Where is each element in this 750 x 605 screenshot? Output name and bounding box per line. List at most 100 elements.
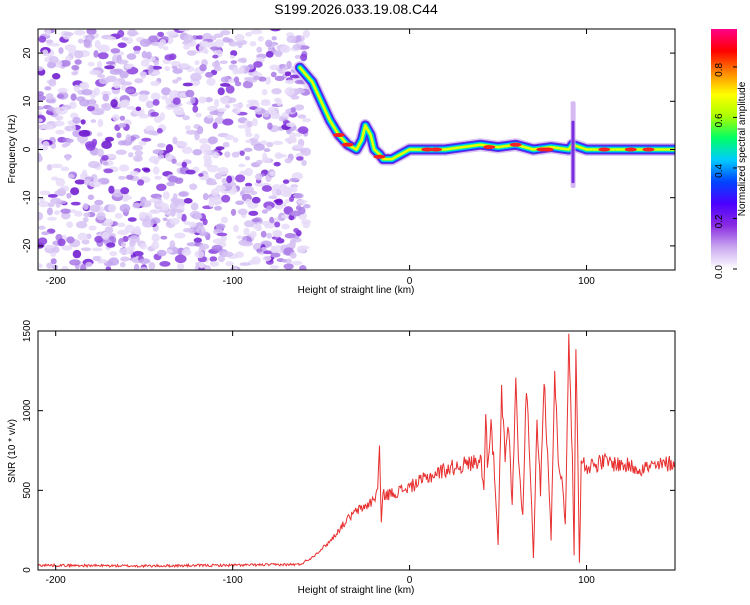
noise-blob bbox=[213, 98, 220, 108]
noise-blob bbox=[74, 210, 83, 217]
noise-blob bbox=[237, 124, 249, 129]
noise-blob bbox=[161, 95, 168, 100]
noise-blob bbox=[51, 163, 63, 169]
noise-blob bbox=[96, 212, 106, 221]
ridge-hotspot bbox=[541, 147, 554, 152]
noise-blob bbox=[239, 150, 245, 156]
noise-blob bbox=[38, 91, 44, 97]
noise-blob bbox=[239, 57, 248, 64]
noise-blob bbox=[165, 153, 173, 161]
spectrogram-y-ticks: 20 10 0 -10 -20 bbox=[22, 47, 675, 253]
noise-blob bbox=[102, 93, 110, 102]
noise-blob bbox=[267, 122, 273, 130]
noise-blob bbox=[121, 36, 129, 41]
noise-blob bbox=[186, 50, 197, 56]
noise-blob bbox=[127, 31, 139, 36]
noise-blob bbox=[189, 96, 196, 104]
noise-blob bbox=[139, 266, 149, 270]
noise-blob bbox=[126, 53, 137, 60]
noise-blob bbox=[272, 140, 284, 146]
colorbar-tick-label: 0.4 bbox=[714, 164, 725, 178]
noise-blob bbox=[87, 61, 95, 67]
noise-blob bbox=[74, 179, 86, 185]
noise-blob bbox=[79, 82, 87, 89]
noise-blob bbox=[89, 180, 101, 188]
noise-blob bbox=[220, 216, 229, 224]
noise-blob bbox=[220, 30, 231, 36]
noise-blob bbox=[225, 85, 235, 94]
noise-blob bbox=[195, 112, 202, 118]
noise-blob bbox=[59, 60, 71, 67]
noise-blob bbox=[182, 228, 194, 233]
noise-blob bbox=[164, 54, 175, 61]
x-tick-label: -100 bbox=[223, 276, 243, 287]
noise-blob bbox=[198, 96, 207, 104]
noise-blob bbox=[42, 123, 55, 130]
noise-blob bbox=[55, 178, 66, 187]
colorbar-ticks: 0.0 0.2 0.4 0.6 0.8 bbox=[714, 63, 737, 279]
noise-blob bbox=[261, 209, 268, 214]
noise-blob bbox=[113, 68, 124, 73]
noise-blob bbox=[284, 157, 293, 164]
noise-blob bbox=[116, 132, 122, 139]
noise-blob bbox=[176, 263, 185, 270]
noise-blob bbox=[235, 200, 245, 206]
noise-blob bbox=[237, 42, 243, 49]
noise-blob bbox=[168, 90, 181, 99]
noise-blob bbox=[271, 88, 282, 95]
noise-blob bbox=[213, 200, 220, 206]
noise-blob bbox=[169, 217, 180, 225]
noise-blob bbox=[93, 50, 99, 58]
noise-blob bbox=[134, 78, 144, 84]
noise-blob bbox=[48, 55, 59, 64]
noise-blob bbox=[181, 146, 193, 154]
noise-blob bbox=[243, 227, 250, 236]
noise-blob bbox=[81, 88, 93, 96]
noise-blob bbox=[121, 99, 130, 107]
noise-blob bbox=[284, 79, 295, 85]
y-tick-label: 10 bbox=[22, 95, 33, 107]
noise-blob bbox=[55, 129, 65, 135]
noise-blob bbox=[178, 141, 188, 148]
snr-panel: -200 -100 0 100 0 500 1000 1500 Height of stra… bbox=[7, 319, 676, 596]
noise-blob bbox=[182, 82, 193, 87]
noise-blob bbox=[274, 75, 285, 82]
noise-blob bbox=[232, 137, 239, 143]
noise-blob bbox=[139, 200, 152, 208]
noise-blob bbox=[296, 245, 306, 254]
noise-blob bbox=[194, 132, 200, 141]
noise-blob bbox=[286, 35, 297, 44]
noise-blob bbox=[56, 93, 65, 99]
noise-blob bbox=[273, 161, 281, 167]
noise-blob bbox=[292, 43, 302, 50]
noise-blob bbox=[80, 119, 86, 125]
noise-blob bbox=[134, 150, 144, 156]
noise-blob bbox=[94, 199, 104, 206]
noise-blob bbox=[192, 105, 199, 113]
noise-blob bbox=[190, 72, 202, 82]
noise-blob bbox=[103, 218, 114, 227]
noise-blob bbox=[181, 248, 192, 256]
noise-blob bbox=[290, 95, 300, 100]
x-tick-label: 0 bbox=[407, 575, 413, 586]
noise-blob bbox=[107, 203, 117, 213]
noise-blob bbox=[66, 138, 74, 143]
noise-blob bbox=[82, 203, 89, 210]
noise-blob bbox=[260, 230, 267, 238]
noise-blob bbox=[137, 179, 145, 186]
noise-blob bbox=[222, 118, 234, 126]
noise-blob bbox=[237, 208, 248, 215]
snr-plot-area bbox=[38, 331, 675, 570]
noise-blob bbox=[63, 32, 74, 37]
noise-blob bbox=[286, 122, 296, 127]
noise-blob bbox=[92, 255, 101, 262]
noise-blob bbox=[156, 127, 163, 134]
noise-blob bbox=[82, 216, 89, 223]
noise-blob bbox=[157, 154, 165, 160]
noise-blob bbox=[301, 147, 312, 156]
noise-blob bbox=[120, 81, 133, 86]
ridge-hotspot bbox=[373, 154, 386, 159]
noise-blob bbox=[208, 199, 215, 208]
ridge-hotspot bbox=[483, 145, 496, 150]
spectrogram-x-ticks: -200 -100 0 100 bbox=[46, 29, 595, 287]
